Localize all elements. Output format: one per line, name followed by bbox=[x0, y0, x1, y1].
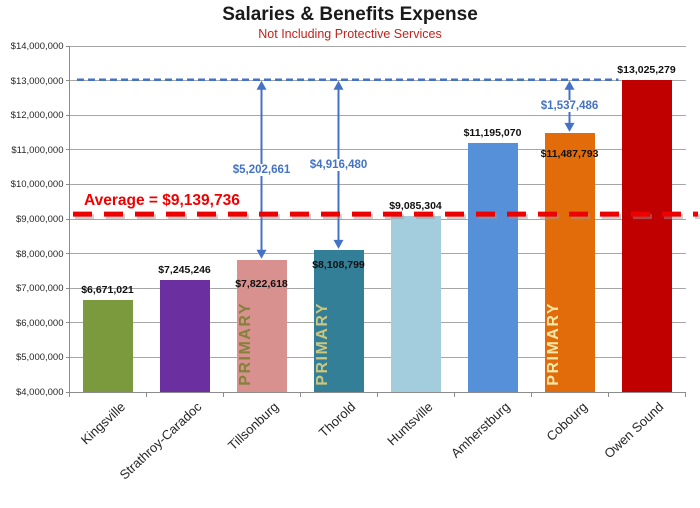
y-axis-line bbox=[69, 46, 70, 392]
primary-overlay-tillsonburg: PRIMARY bbox=[236, 302, 254, 386]
bar-amherstburg bbox=[467, 143, 518, 392]
bar-tillsonburg: PRIMARY bbox=[236, 259, 287, 392]
arrowhead-up-tillsonburg bbox=[256, 80, 267, 90]
x-axis-label-amherstburg: Amherstburg bbox=[448, 399, 513, 461]
chart-subtitle: Not Including Protective Services bbox=[258, 27, 442, 41]
arrowhead-up-cobourg bbox=[564, 80, 575, 90]
y-gridline bbox=[69, 356, 686, 358]
y-gridline bbox=[69, 253, 686, 255]
difference-label-cobourg: $1,537,486 bbox=[538, 100, 601, 113]
y-axis-tick-label: $10,000,000 bbox=[10, 179, 64, 191]
y-gridline bbox=[69, 322, 686, 324]
x-tick-mark bbox=[300, 392, 301, 397]
y-axis-tick-label: $6,000,000 bbox=[15, 317, 64, 329]
x-axis-label-huntsville: Huntsville bbox=[384, 399, 436, 449]
x-tick-mark bbox=[69, 392, 70, 397]
y-tick-mark bbox=[65, 218, 70, 220]
bar-value-label-owen-sound: $13,025,279 bbox=[617, 63, 676, 76]
bar-value-label-kingsville: $6,671,021 bbox=[81, 283, 134, 296]
x-tick-mark bbox=[454, 392, 455, 397]
x-tick-mark bbox=[146, 392, 147, 397]
x-axis-label-kingsville: Kingsville bbox=[77, 399, 128, 448]
x-axis-label-tillsonburg: Tillsonburg bbox=[225, 399, 282, 454]
y-tick-mark bbox=[65, 114, 70, 116]
primary-overlay-cobourg: PRIMARY bbox=[544, 302, 562, 386]
y-axis-tick-label: $12,000,000 bbox=[10, 110, 64, 122]
y-gridline bbox=[69, 183, 686, 185]
difference-label-thorold: $4,916,480 bbox=[307, 158, 370, 171]
y-axis-tick-label: $4,000,000 bbox=[15, 387, 64, 398]
bar-thorold: PRIMARY bbox=[313, 249, 364, 392]
x-tick-mark bbox=[685, 392, 686, 397]
x-axis-label-owen-sound: Owen Sound bbox=[601, 399, 667, 462]
y-tick-mark bbox=[65, 253, 70, 255]
bar-value-label-cobourg: $11,487,793 bbox=[540, 147, 599, 160]
y-axis-tick-label: $8,000,000 bbox=[15, 248, 64, 260]
chart-title: Salaries & Benefits Expense bbox=[222, 4, 478, 25]
arrowhead-down-thorold bbox=[333, 239, 344, 249]
y-gridline bbox=[69, 45, 686, 47]
y-axis-tick-label: $14,000,000 bbox=[10, 41, 64, 52]
y-axis-tick-label: $11,000,000 bbox=[11, 144, 64, 156]
y-axis-tick-label: $7,000,000 bbox=[15, 283, 64, 295]
y-tick-mark bbox=[65, 149, 70, 151]
arrowhead-down-cobourg bbox=[564, 122, 575, 132]
arrowhead-up-thorold bbox=[333, 80, 344, 90]
bar-value-label-thorold: $8,108,799 bbox=[312, 258, 365, 271]
y-axis-tick-label: $9,000,000 bbox=[15, 214, 64, 225]
bar-value-label-huntsville: $9,085,304 bbox=[389, 200, 442, 213]
y-tick-mark bbox=[65, 356, 70, 358]
y-tick-mark bbox=[65, 287, 70, 289]
y-tick-mark bbox=[65, 391, 70, 393]
y-tick-mark bbox=[65, 183, 70, 185]
y-tick-mark bbox=[65, 322, 70, 324]
y-gridline bbox=[69, 287, 686, 289]
arrowhead-down-tillsonburg bbox=[256, 249, 267, 259]
x-axis-label-thorold: Thorold bbox=[316, 399, 359, 441]
difference-label-tillsonburg: $5,202,661 bbox=[230, 163, 293, 176]
bar-huntsville bbox=[390, 216, 441, 392]
bar-strathroy-caradoc bbox=[159, 279, 210, 392]
bar-value-label-strathroy-caradoc: $7,245,246 bbox=[158, 263, 211, 276]
y-axis-tick-label: $13,000,000 bbox=[10, 75, 64, 87]
x-tick-mark bbox=[531, 392, 532, 397]
bar-owen-sound bbox=[621, 79, 672, 392]
y-gridline bbox=[69, 149, 686, 151]
primary-overlay-thorold: PRIMARY bbox=[313, 302, 331, 386]
x-tick-mark bbox=[377, 392, 378, 397]
x-axis-label-cobourg: Cobourg bbox=[543, 399, 590, 444]
bar-value-label-tillsonburg: $7,822,618 bbox=[235, 277, 288, 290]
x-axis-label-strathroy-caradoc: Strathroy-Caradoc bbox=[116, 399, 205, 483]
bar-kingsville bbox=[82, 299, 133, 392]
y-gridline bbox=[69, 218, 686, 220]
y-gridline bbox=[69, 80, 686, 82]
y-axis-tick-label: $5,000,000 bbox=[15, 352, 64, 364]
bar-value-label-amherstburg: $11,195,070 bbox=[463, 127, 522, 140]
y-tick-mark bbox=[65, 45, 70, 47]
y-gridline bbox=[69, 114, 686, 116]
average-label: Average = $9,139,736 bbox=[84, 192, 240, 209]
x-tick-mark bbox=[608, 392, 609, 397]
y-tick-mark bbox=[65, 80, 70, 82]
bar-cobourg: PRIMARY bbox=[544, 132, 595, 392]
x-tick-mark bbox=[223, 392, 224, 397]
